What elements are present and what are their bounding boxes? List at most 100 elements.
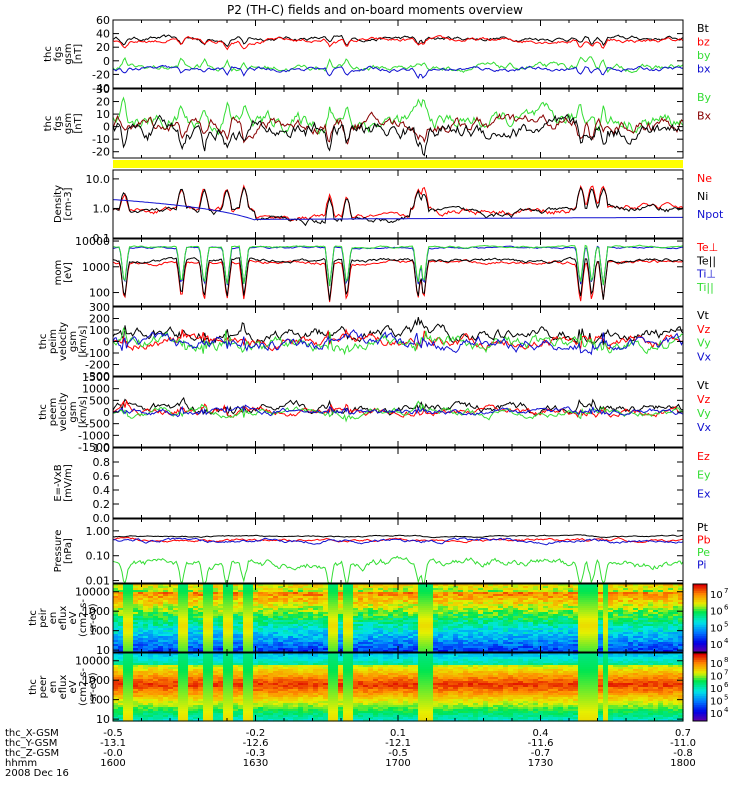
- y-axis-label: [nT]: [73, 44, 84, 64]
- legend-pe: Pe: [697, 546, 710, 559]
- legend-bt: Bt: [697, 22, 710, 35]
- legend-vz: Vz: [697, 393, 711, 406]
- y-tick-label: -20: [92, 68, 110, 81]
- y-axis-label: [eV]: [63, 262, 74, 283]
- legend-vy: Vy: [697, 407, 711, 420]
- y-tick-label: 30: [96, 83, 110, 96]
- y-tick-label: 0.2: [93, 498, 111, 511]
- legend-te⊥: Te⊥: [696, 241, 718, 254]
- colorbar-tick-exponent: 4: [724, 637, 729, 645]
- y-tick-label: 20: [96, 41, 110, 54]
- colorbar-tick-exponent: 7: [724, 587, 728, 595]
- legend-ez: Ez: [697, 450, 710, 463]
- series-line-by: [113, 57, 683, 73]
- y-axis-label: [nT]: [73, 113, 84, 133]
- y-tick-label: 0: [103, 121, 110, 134]
- legend-vy: Vy: [697, 337, 711, 350]
- legend-ni: Ni: [697, 190, 708, 203]
- colorbar-tick-label: 10: [710, 607, 723, 618]
- panel-frame: [113, 519, 683, 583]
- y-tick-label: 20: [96, 96, 110, 109]
- series-line-te⊥: [113, 260, 683, 303]
- y-tick-label: 60: [96, 14, 110, 27]
- colorbar-tick-exponent: 5: [724, 620, 728, 628]
- y-axis-label: [cm-3]: [63, 187, 74, 220]
- y-tick-label: 10000: [75, 235, 110, 248]
- legend-pb: Pb: [697, 534, 711, 547]
- legend-vt: Vt: [697, 379, 710, 392]
- series-line-bt: [113, 35, 683, 47]
- y-tick-label: 40: [96, 28, 110, 41]
- y-tick-label: 10.0: [86, 173, 111, 186]
- legend-vz: Vz: [697, 323, 711, 336]
- legend-ti||: Ti||: [696, 281, 714, 294]
- legend-ti⊥: Ti⊥: [696, 268, 716, 281]
- y-tick-label: -20: [92, 146, 110, 159]
- y-tick-label: 10: [96, 108, 110, 121]
- legend-bx: bx: [697, 63, 711, 76]
- colorbar-tick-label: 10: [710, 623, 723, 634]
- y-tick-label: 1000: [82, 261, 110, 274]
- legend-te||: Te||: [696, 254, 716, 267]
- y-axis-label: sr-eV): [88, 603, 99, 632]
- y-axis-label: [km/s]: [78, 396, 89, 428]
- y-tick-label: 0.6: [93, 470, 111, 483]
- colorbar-tick-exponent: 6: [724, 604, 729, 612]
- legend-vx: Vx: [697, 350, 712, 363]
- y-tick-label: 1.0: [93, 202, 111, 215]
- y-tick-label: 0.10: [86, 550, 111, 563]
- legend-bx: Bx: [697, 109, 712, 122]
- legend-npot: Npot: [697, 208, 724, 221]
- series-line-ne: [113, 186, 683, 221]
- mode-bar: [113, 160, 683, 168]
- colorbar-tick-label: 10: [710, 640, 723, 651]
- series-line-ni: [113, 188, 683, 226]
- series-line-te||: [113, 257, 683, 300]
- legend-pi: Pi: [697, 559, 706, 572]
- legend-bz: bz: [697, 36, 710, 49]
- legend-pt: Pt: [697, 521, 709, 534]
- panel-frame: [113, 239, 683, 306]
- y-tick-label: -10: [92, 133, 110, 146]
- series-line-ti⊥: [113, 246, 683, 286]
- y-tick-label: 0: [103, 55, 110, 68]
- y-axis-label: [mV/m]: [63, 464, 74, 502]
- y-tick-label: 100: [89, 287, 110, 300]
- series-line-pt: [113, 535, 683, 538]
- legend-by: by: [697, 49, 711, 62]
- panel-frame: [113, 170, 683, 238]
- colorbar-tick-label: 10: [710, 590, 723, 601]
- legend-vt: Vt: [697, 309, 710, 322]
- y-tick-label: 1.0: [93, 442, 111, 455]
- y-tick-label: 0.0: [93, 512, 111, 525]
- panel-mode-bar: [113, 160, 683, 168]
- series-line-ti||: [113, 245, 683, 286]
- y-tick-label: 1.00: [86, 525, 111, 538]
- chart-title: P2 (TH-C) fields and on-board moments ov…: [227, 3, 523, 17]
- legend-ey: Ey: [697, 469, 711, 482]
- y-axis-label: [km/s]: [78, 325, 89, 357]
- legend-ne: Ne: [697, 172, 712, 185]
- y-tick-label: 0.4: [93, 484, 111, 497]
- y-tick-label: 10000: [75, 586, 110, 599]
- y-tick-label: 0.8: [93, 456, 111, 469]
- legend-by: By: [697, 91, 712, 104]
- panel-frame: [113, 448, 683, 518]
- y-axis-label: [nPa]: [63, 538, 74, 564]
- legend-ex: Ex: [697, 487, 711, 500]
- legend-vx: Vx: [697, 421, 712, 434]
- panel-frame: [113, 20, 683, 88]
